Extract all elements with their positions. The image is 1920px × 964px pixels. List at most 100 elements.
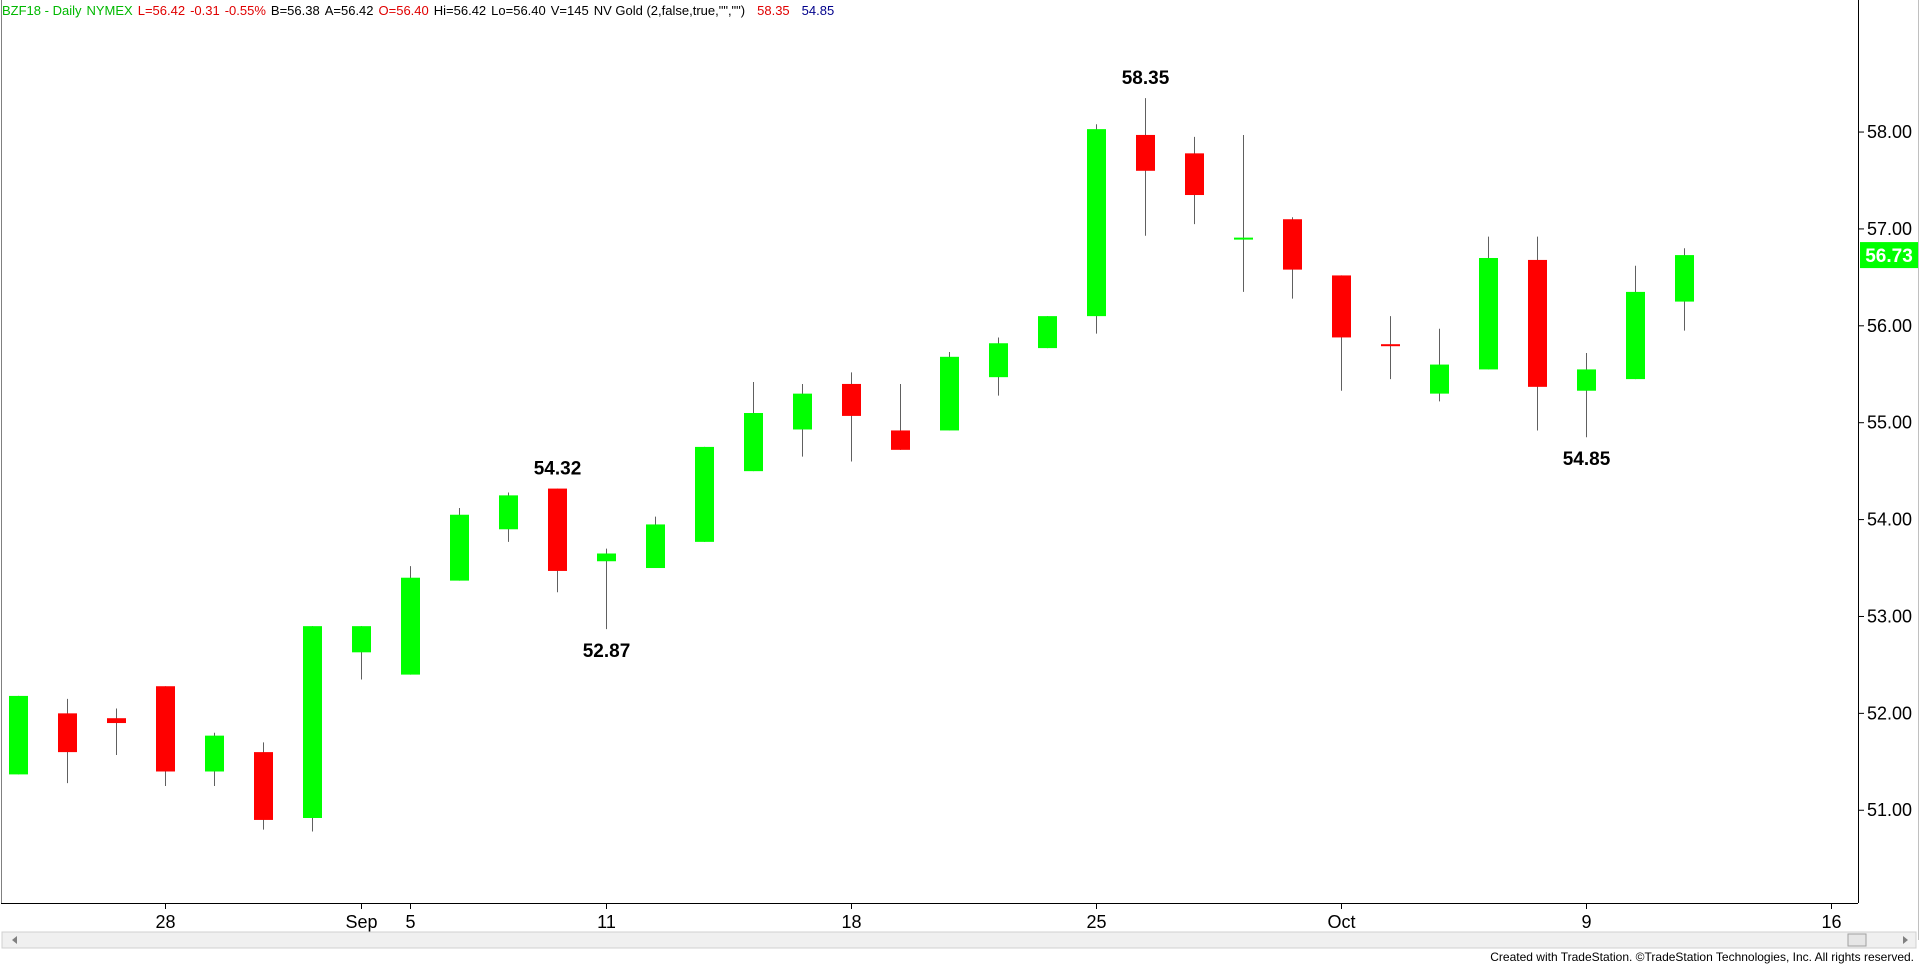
y-tick-label: 55.00 [1867,413,1912,433]
chart-header: BZF18 - Daily NYMEX L=56.42 -0.31 -0.55% B=56… [2,3,834,18]
candle-body [1577,369,1596,391]
scroll-left-arrow-icon[interactable] [12,936,17,944]
candle [450,507,469,581]
candle [1332,275,1351,391]
last-price-tag: 56.73 [1860,242,1918,269]
candle-body [1430,364,1449,394]
candle [303,626,322,832]
candle [793,383,812,457]
candle-body [1332,275,1351,338]
x-tick-label: 16 [1821,912,1841,932]
candle [744,382,763,472]
header-symbol: BZF18 [2,3,41,18]
time-axis: 28 Sep 5 11 18 25 Oct 9 16 [155,903,1842,932]
candle-body [1381,344,1400,347]
candle-body [891,430,910,450]
candle-body [1675,255,1694,302]
candle-body [205,735,224,772]
candle [352,626,371,680]
price-annotation: 54.32 [534,459,582,480]
candle [205,732,224,787]
candle [9,695,28,775]
y-tick-label: 53.00 [1867,606,1912,626]
x-tick-label: Oct [1327,912,1355,932]
candle [1087,124,1106,334]
x-tick-label: 11 [597,912,616,932]
candle-body [1038,316,1057,349]
header-open: O=56.40 [379,3,429,18]
candle [1185,136,1204,225]
candle [842,372,861,462]
candle [1038,316,1057,349]
candle [107,708,126,756]
header-change-pct: -0.55% [225,3,267,18]
candles [9,98,1694,832]
y-tick-label: 58.00 [1867,122,1912,142]
y-tick-label: 56.00 [1867,316,1912,336]
candle [940,351,959,431]
candle-body [303,626,322,818]
scrollbar-thumb[interactable] [1847,933,1867,947]
candle-body [1626,291,1645,380]
y-tick-label: 54.00 [1867,510,1912,530]
candle-body [499,495,518,530]
price-annotation: 58.35 [1122,68,1170,89]
candle [695,446,714,542]
candle [401,566,420,675]
header-period: Daily [53,3,82,18]
candle [1283,217,1302,299]
credit-text: Created with TradeStation. ©TradeStation… [1490,950,1914,964]
candle-body [842,383,861,416]
header-sep: - [41,3,53,18]
candle [891,383,910,450]
header-ind-low: 54.85 [802,3,835,18]
candle [1577,352,1596,438]
header-change: -0.31 [190,3,220,18]
candle-body [989,343,1008,378]
candle [1234,134,1253,292]
candle-body [1234,237,1253,240]
header-indicator: NV Gold (2,false,true,"","") [594,3,745,18]
candle [58,698,77,784]
candle [1430,328,1449,402]
x-tick-label: 5 [405,912,415,932]
horizontal-scrollbar[interactable] [1,931,1917,949]
candle [1528,236,1547,431]
candle-body [793,393,812,430]
candle-body [744,413,763,472]
candle-body [9,695,28,775]
scroll-right-arrow-icon[interactable] [1903,936,1908,944]
candle-body [1283,219,1302,270]
header-bid: B=56.38 [271,3,320,18]
y-tick-label: 57.00 [1867,219,1912,239]
candle-body [107,718,126,724]
candle [499,492,518,542]
x-tick-label: 25 [1086,912,1106,932]
candle-body [450,514,469,581]
candle-body [254,752,273,820]
header-volume: V=145 [551,3,589,18]
last-price-tag-label: 56.73 [1865,246,1913,267]
candle [1675,248,1694,331]
price-annotation: 52.87 [583,641,631,662]
x-tick-label: 18 [841,912,861,932]
candle [597,548,616,630]
candle-body [401,577,420,675]
scrollbar-track[interactable] [1,931,1917,949]
header-low: Lo=56.40 [491,3,546,18]
candle [989,337,1008,396]
candle-body [58,713,77,753]
candle-body [1528,259,1547,387]
candle-body [597,553,616,562]
header-ask: A=56.42 [325,3,374,18]
x-tick-label: Sep [345,912,377,932]
price-annotations: 54.32 52.87 58.35 54.85 [534,68,1611,662]
candle-body [940,356,959,431]
candle [646,516,665,569]
header-exchange: NYMEX [86,3,133,18]
y-tick-label: 51.00 [1867,800,1912,820]
candle-body [548,488,567,571]
last-price-tag-box [1860,242,1918,269]
candle [254,742,273,830]
